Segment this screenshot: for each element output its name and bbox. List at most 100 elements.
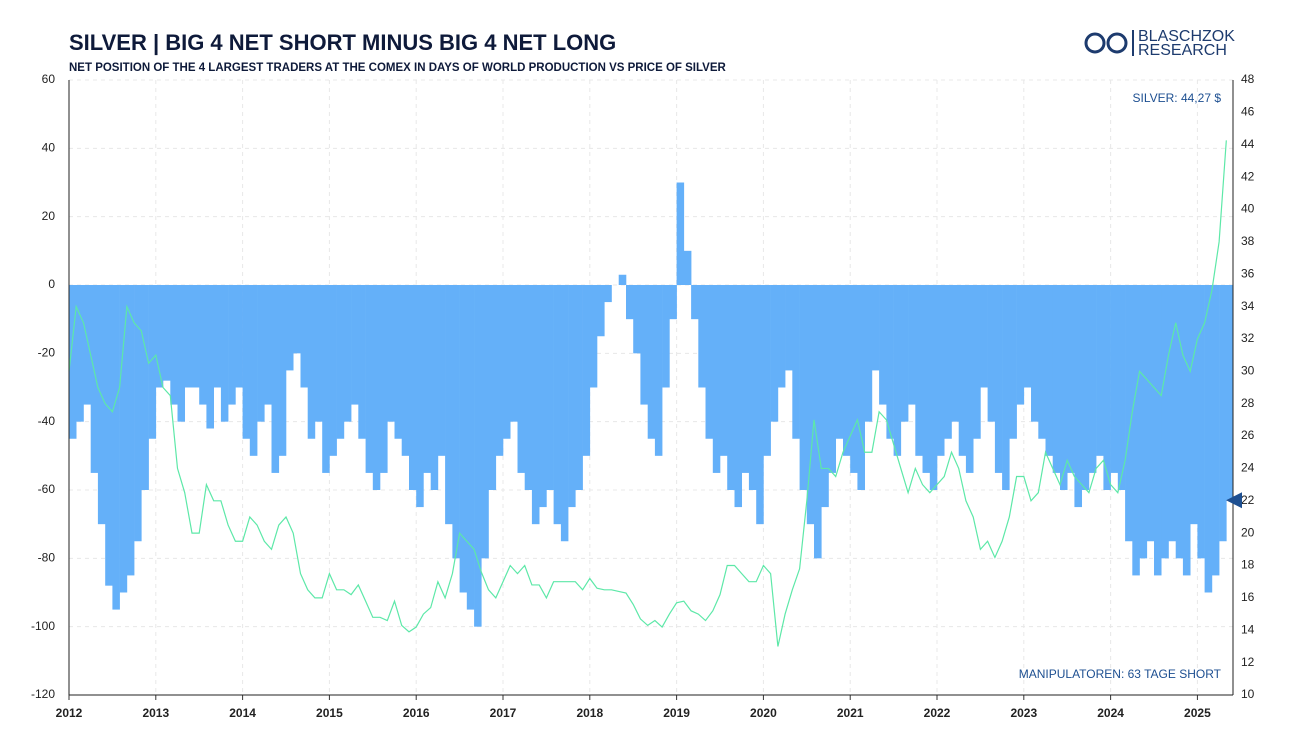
bar — [1197, 285, 1205, 559]
bar — [459, 285, 468, 593]
bar — [474, 285, 482, 627]
y-tick-label: -40 — [38, 414, 56, 428]
bar — [1175, 285, 1184, 559]
bar — [336, 285, 345, 439]
annotation: MANIPULATOREN: 63 TAGE SHORT — [1019, 667, 1222, 681]
bar — [676, 182, 685, 285]
bar — [908, 285, 916, 405]
bar — [843, 285, 851, 456]
y2-tick-label: 34 — [1241, 299, 1255, 313]
bar — [387, 285, 395, 422]
logo-icon — [1106, 32, 1128, 54]
bar — [408, 285, 417, 490]
bar — [748, 285, 757, 490]
x-tick-label: 2019 — [663, 706, 690, 720]
bar — [430, 285, 439, 490]
bar — [973, 285, 981, 439]
y2-tick-label: 32 — [1241, 331, 1255, 345]
bar — [1088, 285, 1097, 473]
bar — [806, 285, 815, 525]
y2-tick-label: 42 — [1241, 169, 1255, 183]
x-tick-label: 2024 — [1097, 706, 1124, 720]
bar — [358, 285, 366, 439]
bar — [539, 285, 547, 508]
y-tick-label: 60 — [42, 72, 56, 86]
bar — [495, 285, 504, 456]
bar — [228, 285, 236, 405]
x-tick-label: 2023 — [1010, 706, 1037, 720]
bar — [380, 285, 388, 473]
bar — [597, 285, 605, 337]
position-arrow — [1226, 492, 1242, 509]
bar — [647, 285, 656, 439]
bar — [1226, 285, 1234, 501]
bar — [626, 285, 634, 320]
bar — [1146, 285, 1155, 542]
bar — [654, 285, 663, 456]
y-tick-label: -60 — [38, 482, 56, 496]
bar — [445, 285, 453, 525]
y2-tick-label: 28 — [1241, 396, 1255, 410]
bar — [235, 285, 243, 388]
bar — [314, 285, 323, 422]
bar — [329, 285, 337, 456]
bar — [76, 285, 84, 422]
bar — [83, 285, 92, 405]
bar — [560, 285, 569, 542]
bar — [1139, 285, 1148, 559]
bar — [980, 285, 988, 388]
bar — [1009, 285, 1017, 439]
bar — [922, 285, 931, 473]
bar — [1060, 285, 1068, 490]
bar — [517, 285, 526, 473]
bar — [582, 285, 591, 456]
bar — [662, 285, 670, 388]
x-tick-label: 2025 — [1184, 706, 1211, 720]
x-tick-label: 2014 — [229, 706, 256, 720]
bar — [1096, 285, 1104, 456]
bar — [119, 285, 128, 593]
bar — [683, 250, 692, 285]
price-line — [68, 140, 1227, 647]
bar — [756, 285, 764, 525]
bar — [1081, 285, 1090, 490]
x-tick-label: 2013 — [142, 706, 169, 720]
bar — [416, 285, 424, 508]
bar — [1052, 285, 1061, 473]
bar — [220, 285, 229, 422]
bar — [293, 285, 301, 354]
bar — [915, 285, 923, 456]
bar — [777, 285, 786, 388]
chart-title: SILVER | BIG 4 NET SHORT MINUS BIG 4 NET… — [69, 30, 616, 55]
x-tick-label: 2017 — [490, 706, 517, 720]
y2-tick-label: 16 — [1241, 590, 1255, 604]
bar — [199, 285, 207, 405]
bar — [1204, 285, 1213, 593]
bar — [893, 285, 902, 456]
bar — [257, 285, 265, 422]
y2-tick-label: 18 — [1241, 558, 1255, 572]
bar — [394, 285, 403, 439]
bar — [423, 285, 431, 473]
bar — [524, 285, 533, 490]
bar — [792, 285, 800, 439]
bar — [734, 285, 743, 508]
bar — [864, 285, 873, 422]
bar — [351, 285, 359, 405]
bar — [770, 285, 779, 422]
bar-series — [69, 182, 1234, 627]
bar — [69, 285, 77, 439]
y2-tick-label: 40 — [1241, 202, 1255, 216]
y2-tick-label: 38 — [1241, 234, 1255, 248]
y-tick-label: -100 — [31, 619, 55, 633]
y-tick-label: -80 — [38, 551, 56, 565]
y2-tick-label: 26 — [1241, 428, 1255, 442]
bar — [1045, 285, 1054, 456]
bar — [1117, 285, 1126, 490]
bar — [148, 285, 157, 439]
bar — [271, 285, 280, 473]
bar — [1016, 285, 1025, 405]
bar — [618, 274, 627, 285]
bar — [1038, 285, 1046, 439]
